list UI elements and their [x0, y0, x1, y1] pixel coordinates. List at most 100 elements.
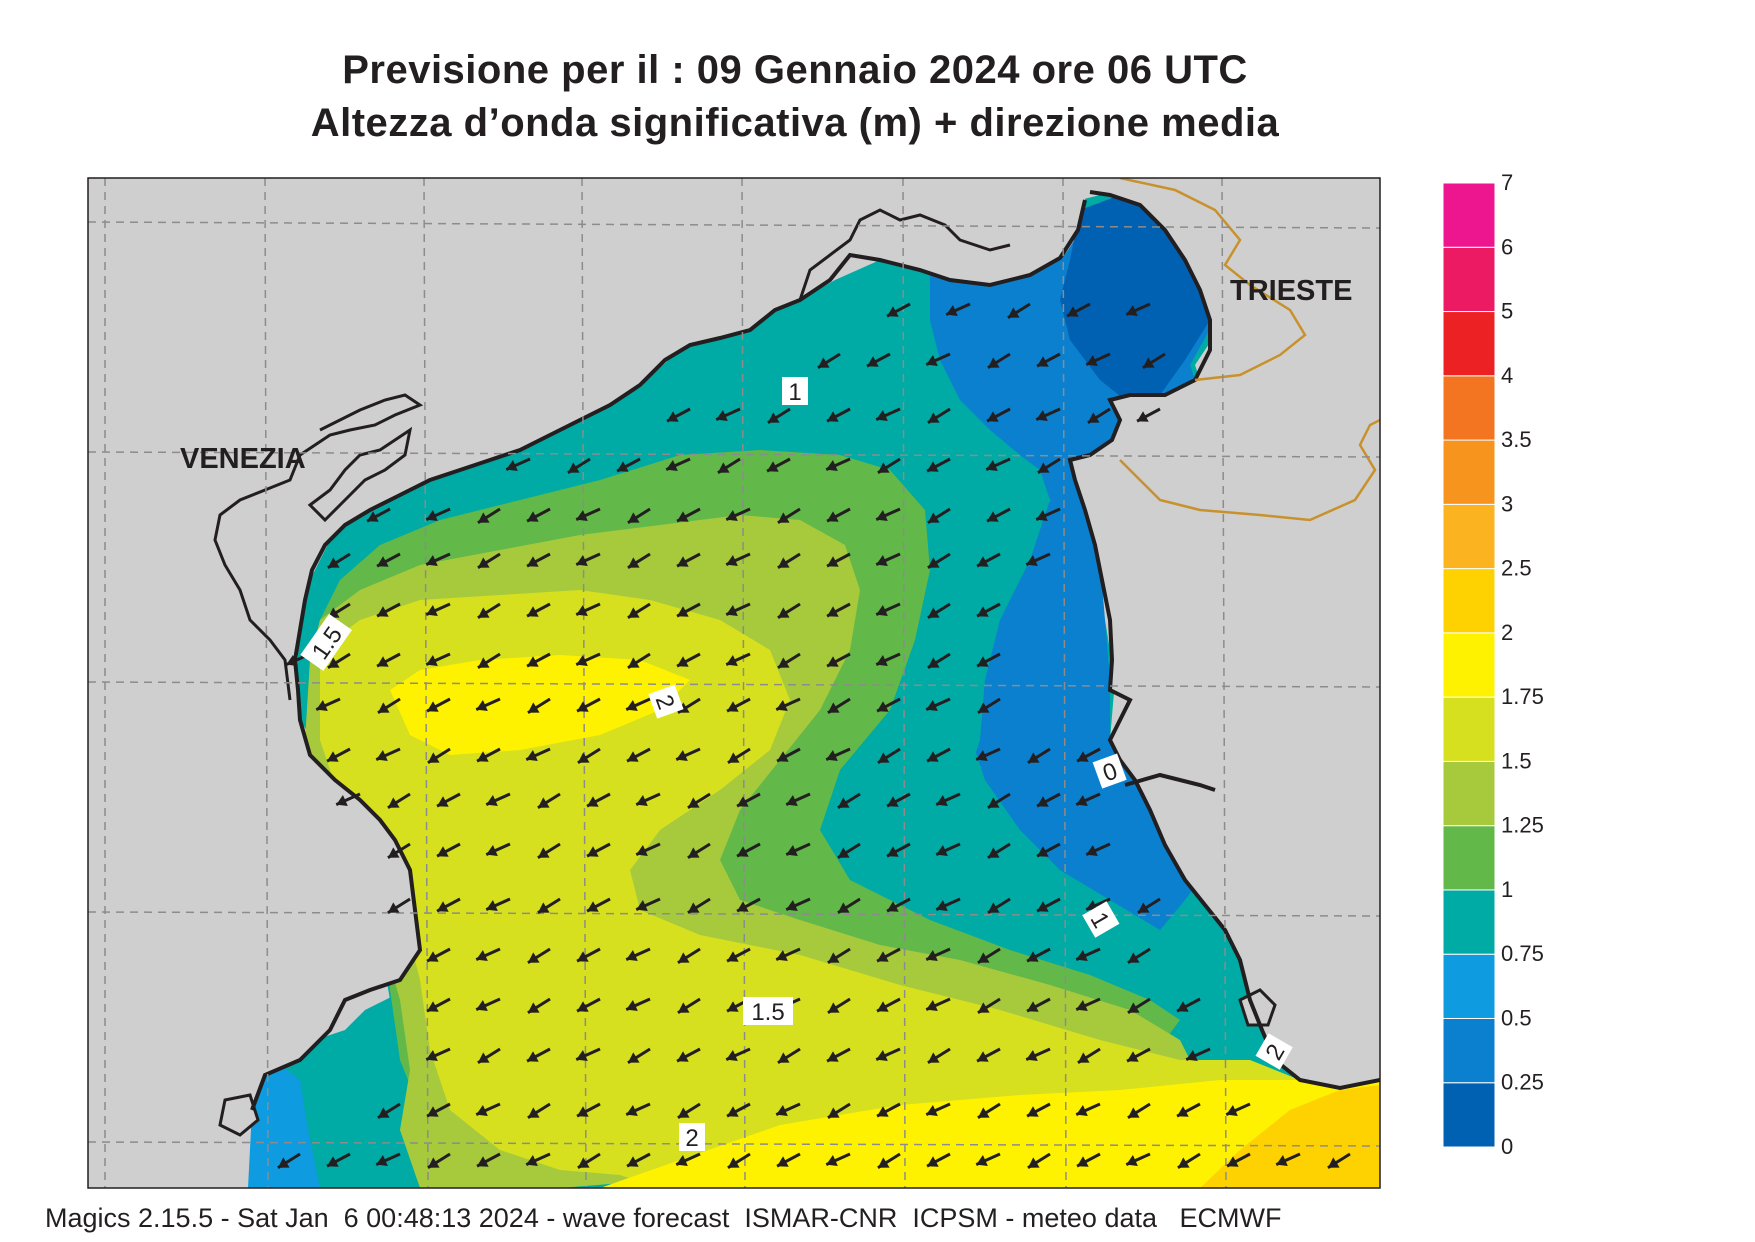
border-line-2 [1119, 418, 1380, 522]
legend-swatch [1442, 439, 1496, 505]
wave-arrow [527, 697, 551, 715]
wave-arrow [975, 1152, 1001, 1166]
wave-arrow [875, 602, 901, 616]
wave-arrow [985, 457, 1011, 471]
wave-arrow [425, 507, 451, 521]
wave-arrow [665, 457, 691, 471]
wave-arrow [976, 1047, 1001, 1063]
svg-text:2: 2 [685, 1125, 698, 1152]
wave-arrow [826, 1047, 851, 1063]
wave-arrow [977, 1102, 1001, 1120]
wave-arrow [837, 792, 861, 810]
wave-arrow [977, 947, 1001, 965]
wave-arrow [977, 697, 1001, 715]
wave-arrow [926, 1152, 951, 1168]
wave-arrow [877, 457, 901, 475]
wave-arrow [635, 897, 661, 911]
color-legend: 0 0.25 0.5 0.75 1 1.25 1.5 1.75 2 2.5 3 3.5 4 5 6 7 [1442, 170, 1544, 1159]
wave-arrow [1125, 1152, 1151, 1166]
wave-arrow [1225, 1102, 1251, 1116]
wave-arrow [725, 652, 751, 666]
wave-arrow [876, 697, 901, 713]
wave-arrow [826, 552, 851, 568]
wave-arrow [1035, 407, 1061, 421]
wave-arrow [1075, 997, 1101, 1011]
wave-arrow [476, 747, 501, 763]
wave-arrow [775, 947, 801, 961]
wave-arrow [635, 792, 661, 806]
wave-arrow [1142, 352, 1166, 370]
legend-swatch [1442, 825, 1496, 891]
wave-arrow [436, 792, 461, 808]
legend-label: 1.5 [1501, 748, 1532, 773]
wave-arrow [327, 602, 351, 620]
wave-arrow [1027, 747, 1051, 765]
wave-arrow [876, 947, 901, 963]
wave-arrow [505, 457, 531, 471]
wave-arrow [687, 897, 711, 915]
wave-arrow [876, 997, 901, 1013]
wave-arrow [1176, 1102, 1201, 1118]
wave-arrow [825, 1152, 851, 1166]
wave-arrow [777, 1047, 801, 1065]
wave-arrow [875, 1047, 901, 1061]
wave-arrow [926, 457, 951, 473]
wave-arrow [826, 652, 851, 668]
wave-arrow [627, 652, 651, 670]
legend-label: 1 [1501, 877, 1513, 902]
wave-arrow [527, 997, 551, 1015]
wave-arrow [817, 352, 841, 370]
legend-label: 3.5 [1501, 427, 1532, 452]
wave-arrow [1137, 897, 1161, 915]
wave-arrow [687, 792, 711, 810]
wave-arrow [666, 407, 691, 423]
legend-label: 7 [1501, 170, 1513, 195]
wave-arrow [676, 652, 701, 668]
contour-label: 2 [1255, 1033, 1293, 1070]
wave-arrow [825, 457, 851, 471]
contour-label: 0 [1092, 753, 1127, 789]
legend-swatch [1442, 760, 1496, 827]
wave-arrow [976, 652, 1001, 668]
wave-arrow [436, 842, 461, 858]
wave-arrow [627, 1047, 651, 1065]
wave-arrow [625, 1102, 651, 1116]
wave-arrow [586, 897, 611, 913]
wave-arrow [627, 602, 651, 620]
wave-arrow [927, 602, 951, 620]
delta-island-1 [218, 1093, 260, 1137]
wave-arrow [425, 1047, 451, 1061]
wave-arrow [876, 1102, 901, 1118]
wave-arrow [1077, 1047, 1101, 1065]
legend-swatch [1442, 503, 1496, 570]
legend-swatch [1442, 182, 1496, 248]
coastline-west [250, 199, 1087, 1111]
wave-arrow [827, 997, 851, 1015]
wave-arrow [326, 1152, 351, 1168]
wave-arrow [987, 842, 1011, 860]
legend-label: 1.75 [1501, 684, 1544, 709]
title-line-2: Altezza d’onda significativa (m) + direz… [310, 101, 1280, 145]
wave-arrow [725, 602, 751, 616]
wave-arrow [635, 842, 661, 856]
wave-arrow [577, 1152, 601, 1170]
wave-arrow [677, 1102, 701, 1120]
wave-arrow [976, 552, 1001, 568]
wave-arrow [826, 602, 851, 618]
legend-swatch [1442, 1082, 1496, 1148]
wave-arrow [387, 842, 411, 860]
wave-arrow [736, 842, 761, 858]
wave-arrow [777, 602, 801, 620]
wave-arrow [1036, 352, 1061, 368]
wave-arrow [935, 842, 961, 856]
wave-arrow [586, 792, 611, 808]
wave-arrow [376, 552, 401, 568]
wave-arrow [425, 552, 451, 566]
wave-arrow [727, 1152, 751, 1170]
north-coast-detail [798, 208, 1011, 301]
wave-arrow [886, 842, 911, 858]
wave-arrow [1085, 842, 1111, 856]
wave-arrow [315, 697, 341, 711]
